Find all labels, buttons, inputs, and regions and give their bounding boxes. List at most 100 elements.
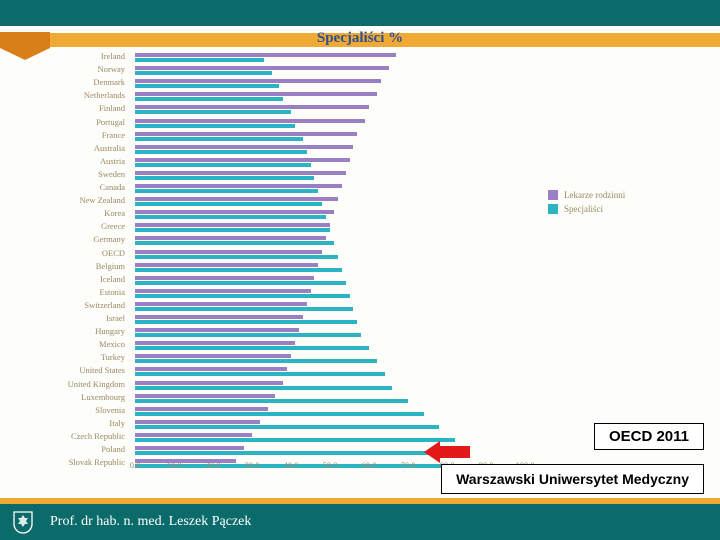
country-label: Czech Republic <box>71 432 125 441</box>
country-label: France <box>102 131 125 140</box>
chart-row: Australia <box>135 144 525 157</box>
legend-label: Lekarze rodzinni <box>564 190 625 200</box>
chart-row: Israel <box>135 314 525 327</box>
bar-family <box>135 289 311 293</box>
bar-specialist <box>135 202 322 206</box>
footer-bar: Prof. dr hab. n. med. Leszek Pączek <box>0 504 720 540</box>
legend-label: Specjaliści <box>564 204 603 214</box>
bar-family <box>135 210 334 214</box>
chart-row: Germany <box>135 235 525 248</box>
bar-specialist <box>135 58 264 62</box>
country-label: Estonia <box>100 288 126 297</box>
bar-specialist <box>135 451 470 455</box>
bar-family <box>135 105 369 109</box>
chart-row: Estonia <box>135 288 525 301</box>
country-label: New Zealand <box>79 196 125 205</box>
bar-specialist <box>135 320 357 324</box>
country-label: Poland <box>101 445 125 454</box>
bar-family <box>135 171 346 175</box>
chart-row: Norway <box>135 65 525 78</box>
xaxis-tick: 50.0 <box>323 460 338 470</box>
bar-family <box>135 119 365 123</box>
bar-family <box>135 92 377 96</box>
bar-specialist <box>135 425 439 429</box>
chart-row: Iceland <box>135 275 525 288</box>
country-label: Finland <box>99 104 125 113</box>
bar-family <box>135 315 303 319</box>
chart-row: Turkey <box>135 353 525 366</box>
bar-specialist <box>135 124 295 128</box>
bar-specialist <box>135 268 342 272</box>
bar-family <box>135 381 283 385</box>
chart-row: Ireland <box>135 52 525 65</box>
country-label: United Kingdom <box>68 380 125 389</box>
bar-specialist <box>135 294 350 298</box>
country-label: Luxembourg <box>81 393 125 402</box>
bar-family <box>135 420 260 424</box>
chart-row: Netherlands <box>135 91 525 104</box>
country-label: Turkey <box>101 353 125 362</box>
footer-professor-text: Prof. dr hab. n. med. Leszek Pączek <box>50 514 251 530</box>
bar-specialist <box>135 333 361 337</box>
bar-family <box>135 223 330 227</box>
bar-family <box>135 236 326 240</box>
xaxis-tick: 70.0 <box>401 460 416 470</box>
xaxis-tick: 20.0 <box>206 460 221 470</box>
chart-title: Specjaliści % <box>0 30 720 47</box>
bar-family <box>135 158 350 162</box>
country-label: Switzerland <box>84 301 125 310</box>
chart-row: Greece <box>135 222 525 235</box>
arrow-body <box>440 446 471 458</box>
bar-specialist <box>135 372 385 376</box>
country-label: Denmark <box>93 78 125 87</box>
bar-specialist <box>135 359 377 363</box>
country-label: Austria <box>100 157 125 166</box>
chart-row: Austria <box>135 157 525 170</box>
chart-row: Denmark <box>135 78 525 91</box>
country-label: Hungary <box>95 327 125 336</box>
chart-row: France <box>135 131 525 144</box>
bar-specialist <box>135 110 291 114</box>
bar-specialist <box>135 97 283 101</box>
chart-row: Luxembourg <box>135 393 525 406</box>
crest-icon <box>6 508 40 536</box>
bar-specialist <box>135 241 334 245</box>
chart-row: Switzerland <box>135 301 525 314</box>
country-label: Belgium <box>96 262 125 271</box>
country-label: Iceland <box>100 275 125 284</box>
bar-specialist <box>135 438 455 442</box>
legend-swatch <box>548 190 558 200</box>
chart-row: OECD <box>135 249 525 262</box>
chart-row: Czech Republic <box>135 432 525 445</box>
bar-specialist <box>135 176 314 180</box>
bar-specialist <box>135 150 307 154</box>
chart-row: Italy <box>135 419 525 432</box>
bar-specialist <box>135 307 353 311</box>
bar-specialist <box>135 399 408 403</box>
legend-row: Lekarze rodzinni <box>548 190 698 200</box>
country-label: OECD <box>102 249 125 258</box>
chart-legend: Lekarze rodzinni Specjaliści <box>548 190 698 218</box>
bar-specialist <box>135 386 392 390</box>
bar-family <box>135 433 252 437</box>
country-label: Australia <box>94 144 125 153</box>
chart-row: Mexico <box>135 340 525 353</box>
bar-specialist <box>135 346 369 350</box>
chart-row: Portugal <box>135 118 525 131</box>
chart-plot: IrelandNorwayDenmarkNetherlandsFinlandPo… <box>135 52 525 456</box>
country-label: Italy <box>109 419 125 428</box>
university-label-box: Warszawski Uniwersytet Medyczny <box>441 464 704 494</box>
bar-specialist <box>135 137 303 141</box>
xaxis-tick: 30.0 <box>245 460 260 470</box>
bar-specialist <box>135 215 326 219</box>
chart-area: Specjaliści % IrelandNorwayDenmarkNether… <box>0 30 720 482</box>
bar-specialist <box>135 281 346 285</box>
bar-family <box>135 446 244 450</box>
oecd-label-box: OECD 2011 <box>594 423 704 450</box>
country-label: Israel <box>106 314 125 323</box>
xaxis-tick: 40.0 <box>284 460 299 470</box>
country-label: Germany <box>93 235 125 244</box>
bar-family <box>135 302 307 306</box>
country-label: Ireland <box>101 52 125 61</box>
bar-family <box>135 184 342 188</box>
